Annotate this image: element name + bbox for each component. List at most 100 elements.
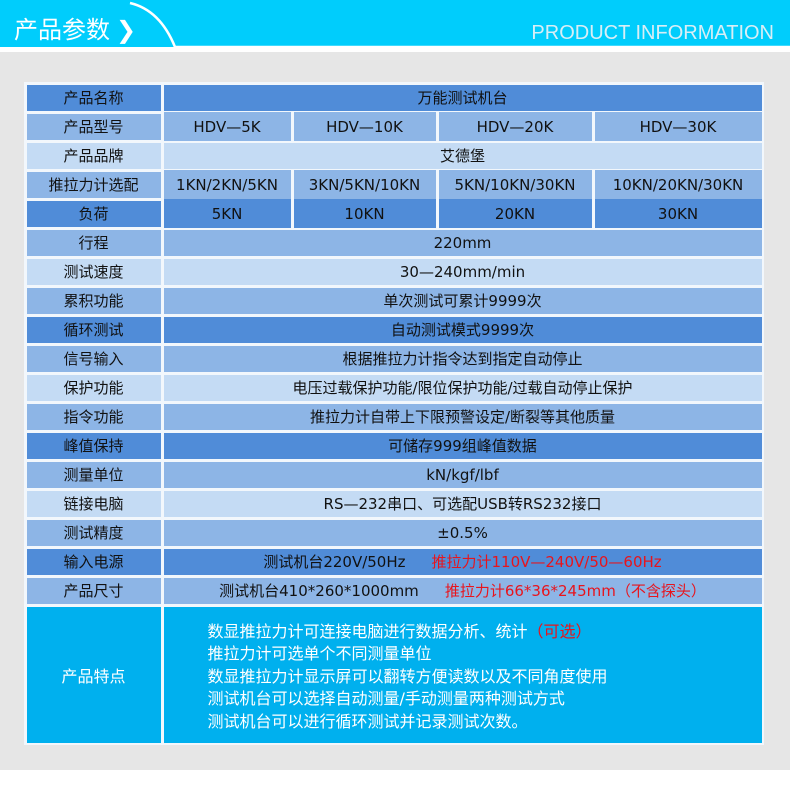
value-text: 万能测试机台 [417, 89, 508, 107]
row-label: 测试速度 [26, 258, 161, 285]
value-text: 30—240mm/min [399, 262, 526, 281]
row-label: 测量单位 [26, 461, 161, 488]
row-label: 信号输入 [26, 345, 161, 372]
table-row: 产品名称 万能测试机台 [25, 83, 763, 112]
section-header: 产品参数 ❯ PRODUCT INFORMATION [0, 0, 790, 50]
row-values: HDV—5K HDV—10K HDV—20K HDV—30K [162, 112, 763, 141]
table-row: 累积功能 单次测试可累计9999次 [25, 286, 763, 315]
value-text: ±0.5% [437, 523, 488, 542]
row-value-cell: 5KN/10KN/30KN [438, 170, 592, 199]
spec-table: 产品名称 万能测试机台产品型号 HDV—5K HDV—10K HDV—20K HDV—30… [24, 82, 764, 745]
row-value: 自动测试模式9999次 [163, 316, 762, 343]
value-text: 测试机台410*260*1000mm [219, 582, 419, 600]
row-value: RS—232串口、可选配USB转RS232接口 [163, 490, 762, 517]
row-value: 220mm [163, 229, 762, 256]
row-value-cell: 30KN [594, 199, 762, 228]
row-value: 根据推拉力计指令达到指定自动停止 [163, 345, 762, 372]
value-text: 电压过载保护功能/限位保护功能/过载自动停止保护 [292, 379, 633, 397]
value-text: kN/kgf/lbf [426, 465, 499, 484]
table-row: 测试速度 30—240mm/min [25, 257, 763, 286]
row-label: 产品品牌 [26, 142, 161, 169]
section-subtitle: PRODUCT INFORMATION [531, 22, 774, 44]
row-label: 输入电源 [26, 548, 161, 575]
value-text: 单次测试可累计9999次 [383, 292, 542, 310]
table-row: 输入电源 测试机台220V/50Hz 推拉力计110V—240V/50—60Hz [25, 547, 763, 576]
row-values: 5KN 10KN 20KN 30KN [162, 199, 763, 228]
title-text: 产品参数 [14, 16, 110, 44]
table-row: 产品尺寸 测试机台410*260*1000mm 推拉力计66*36*245mm（不含… [25, 576, 763, 605]
table-row: 保护功能 电压过载保护功能/限位保护功能/过载自动停止保护 [25, 373, 763, 402]
features-label: 产品特点 [26, 606, 161, 743]
features-list: 数显推拉力计可连接电脑进行数据分析、统计（可选） 推拉力计可选单个不同测量单位 数显… [163, 606, 762, 743]
table-row: 峰值保持 可储存999组峰值数据 [25, 431, 763, 460]
row-value-cell: HDV—20K [438, 112, 592, 141]
row-value: 测试机台220V/50Hz 推拉力计110V—240V/50—60Hz [163, 548, 762, 575]
value-text: 根据推拉力计指令达到指定自动停止 [342, 350, 583, 368]
table-row: 指令功能 推拉力计自带上下限预警设定/断裂等其他质量 [25, 402, 763, 431]
row-value: 可储存999组峰值数据 [163, 432, 762, 459]
row-label: 累积功能 [26, 287, 161, 314]
feature-line: 数显推拉力计显示屏可以翻转方便读数以及不同角度使用 [207, 666, 608, 686]
feature-line: 测试机台可以选择自动测量/手动测量两种测试方式 [207, 689, 565, 708]
row-value-cell: 3KN/5KN/10KN [293, 170, 436, 199]
chevron-right-icon: ❯ [116, 16, 137, 44]
value-text: 推拉力计自带上下限预警设定/断裂等其他质量 [309, 408, 616, 426]
table-row: 测量单位 kN/kgf/lbf [25, 460, 763, 489]
row-value: 艾德堡 [163, 142, 762, 169]
row-value-cell: HDV—10K [293, 112, 436, 141]
feature-text: 数显推拉力计可连接电脑进行数据分析、统计 [207, 621, 528, 641]
value-note: 推拉力计110V—240V/50—60Hz [431, 553, 662, 571]
row-value: ±0.5% [163, 519, 762, 546]
row-label: 产品名称 [26, 84, 161, 111]
table-row: 循环测试 自动测试模式9999次 [25, 315, 763, 344]
table-row: 测试精度 ±0.5% [25, 518, 763, 547]
row-values: 1KN/2KN/5KN 3KN/5KN/10KN 5KN/10KN/30KN 10KN… [162, 170, 763, 199]
row-label: 负荷 [26, 200, 161, 227]
value-text: 可储存999组峰值数据 [388, 437, 537, 455]
value-text: 测试机台220V/50Hz [263, 553, 406, 571]
feature-line: 测试机台可以进行循环测试并记录测试次数。 [207, 711, 528, 731]
value-text: 220mm [433, 233, 492, 252]
row-value-cell: 20KN [438, 199, 592, 228]
row-value: 万能测试机台 [163, 84, 762, 111]
value-text: RS—232串口、可选配USB转RS232接口 [323, 495, 602, 513]
value-note: 推拉力计66*36*245mm（不含探头） [444, 582, 706, 600]
features-row: 产品特点 数显推拉力计可连接电脑进行数据分析、统计（可选） 推拉力计可选单个不同测量… [25, 605, 763, 744]
table-row: 产品品牌 艾德堡 [25, 141, 763, 170]
row-value: 30—240mm/min [163, 258, 762, 285]
table-row: 信号输入 根据推拉力计指令达到指定自动停止 [25, 344, 763, 373]
header-curve-decoration [0, 1, 790, 50]
row-label: 循环测试 [26, 316, 161, 343]
row-label: 链接电脑 [26, 490, 161, 517]
row-value-cell: HDV—5K [163, 112, 291, 141]
table-row: 产品型号 HDV—5K HDV—10K HDV—20K HDV—30K [25, 112, 763, 141]
row-label: 测试精度 [26, 519, 161, 546]
row-label: 保护功能 [26, 374, 161, 401]
value-text: 自动测试模式9999次 [390, 321, 535, 339]
row-label: 产品型号 [26, 113, 161, 140]
row-label: 产品尺寸 [26, 577, 161, 604]
row-value: 电压过载保护功能/限位保护功能/过载自动停止保护 [163, 374, 762, 401]
table-row: 行程 220mm [25, 228, 763, 257]
row-label: 峰值保持 [26, 432, 161, 459]
table-row: 推拉力计选配 1KN/2KN/5KN 3KN/5KN/10KN 5KN/10KN/30… [25, 170, 763, 199]
feature-note: （可选） [527, 621, 592, 641]
row-value: 测试机台410*260*1000mm 推拉力计66*36*245mm（不含探头） [163, 577, 762, 604]
row-label: 指令功能 [26, 403, 161, 430]
table-row: 负荷 5KN 10KN 20KN 30KN [25, 199, 763, 228]
row-value-cell: HDV—30K [594, 112, 762, 141]
section-title: 产品参数 ❯ [14, 10, 136, 45]
row-value: 推拉力计自带上下限预警设定/断裂等其他质量 [163, 403, 762, 430]
row-label: 推拉力计选配 [26, 171, 161, 198]
row-value: 单次测试可累计9999次 [163, 287, 762, 314]
row-value-cell: 10KN/20KN/30KN [594, 170, 762, 199]
value-text: 艾德堡 [439, 147, 485, 165]
row-value-cell: 1KN/2KN/5KN [163, 170, 291, 199]
row-value-cell: 5KN [163, 199, 291, 228]
table-row: 链接电脑 RS—232串口、可选配USB转RS232接口 [25, 489, 763, 518]
feature-line: 推拉力计可选单个不同测量单位 [207, 644, 432, 663]
row-value: kN/kgf/lbf [163, 461, 762, 488]
feature-line: 数显推拉力计可连接电脑进行数据分析、统计（可选） [208, 621, 762, 644]
row-label: 行程 [26, 229, 161, 256]
row-value-cell: 10KN [293, 199, 436, 228]
